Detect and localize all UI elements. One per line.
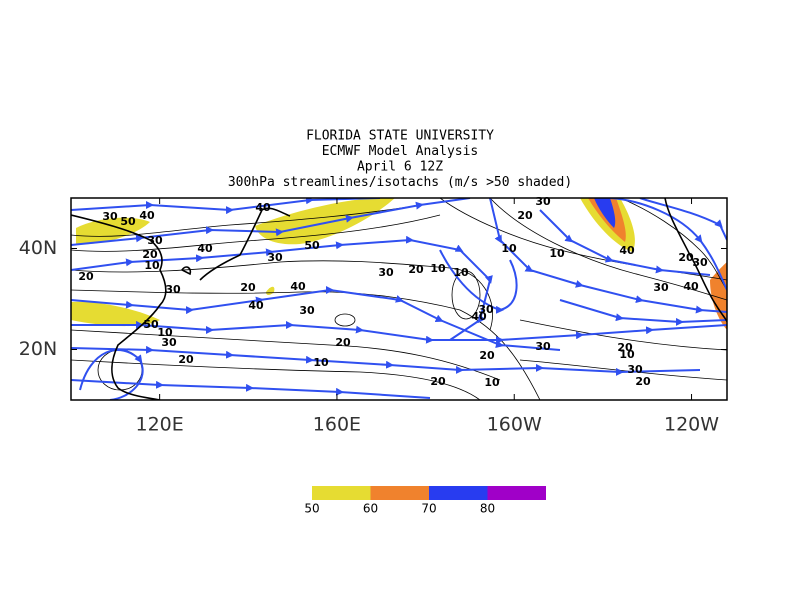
colorbar-swatch bbox=[429, 486, 488, 500]
x-tick-label: 160W bbox=[487, 414, 542, 436]
isotach-label: 20 bbox=[240, 281, 256, 294]
isotach-label: 30 bbox=[535, 340, 551, 353]
colorbar-swatch bbox=[487, 486, 546, 500]
isotach-label: 20 bbox=[408, 263, 424, 276]
isotach-label: 30 bbox=[692, 256, 708, 269]
title-line: ECMWF Model Analysis bbox=[322, 144, 479, 159]
isotach-label: 30 bbox=[378, 266, 394, 279]
isotach-label: 40 bbox=[197, 242, 213, 255]
isotach-label: 20 bbox=[178, 353, 194, 366]
isotach-label: 30 bbox=[165, 283, 181, 296]
colorbar-label: 50 bbox=[304, 502, 319, 516]
isotach-label: 30 bbox=[535, 195, 551, 208]
colorbar-label: 60 bbox=[363, 502, 378, 516]
isotach-label: 10 bbox=[619, 348, 635, 361]
isotach-label: 30 bbox=[102, 210, 118, 223]
isotach-label: 40 bbox=[248, 299, 264, 312]
isotach-label: 30 bbox=[161, 336, 177, 349]
isotach-label: 30 bbox=[267, 251, 283, 264]
isotach-label: 10 bbox=[157, 326, 173, 339]
y-tick-label: 40N bbox=[19, 237, 57, 259]
isotach-label: 10 bbox=[313, 356, 329, 369]
title-line: FLORIDA STATE UNIVERSITY bbox=[306, 129, 494, 144]
isotach-label: 30 bbox=[299, 304, 315, 317]
isotach-label: 20 bbox=[517, 209, 533, 222]
colorbar-swatch bbox=[370, 486, 429, 500]
isotach-label: 20 bbox=[78, 270, 94, 283]
isotach-label: 20 bbox=[335, 336, 351, 349]
isotach-label: 10 bbox=[549, 247, 565, 260]
isotach-label: 10 bbox=[501, 242, 517, 255]
y-tick-label: 20N bbox=[19, 338, 57, 360]
title-line: April 6 12Z bbox=[357, 160, 443, 175]
isotach-label: 40 bbox=[683, 280, 699, 293]
x-tick-label: 160E bbox=[313, 414, 361, 436]
isotach-label: 40 bbox=[471, 310, 487, 323]
isotach-label: 30 bbox=[627, 363, 643, 376]
isotach-label: 50 bbox=[143, 318, 159, 331]
isotach-label: 40 bbox=[290, 280, 306, 293]
isotach-label: 30 bbox=[653, 281, 669, 294]
isotach-label: 20 bbox=[678, 251, 694, 264]
colorbar-label: 70 bbox=[421, 502, 436, 516]
isotach-label: 50 bbox=[304, 239, 320, 252]
isotach-label: 40 bbox=[139, 209, 155, 222]
map-frame bbox=[70, 197, 728, 401]
isotach-label: 40 bbox=[255, 201, 271, 214]
isotach-label: 20 bbox=[430, 375, 446, 388]
colorbar-label: 80 bbox=[480, 502, 495, 516]
x-tick-label: 120E bbox=[136, 414, 184, 436]
isotach-label: 40 bbox=[619, 244, 635, 257]
streamlines bbox=[71, 198, 727, 400]
isotach-label: 30 bbox=[147, 234, 163, 247]
isotach-label: 50 bbox=[120, 215, 136, 228]
isotach-label: 10 bbox=[430, 262, 446, 275]
isotach-label: 20 bbox=[479, 349, 495, 362]
title-line: 300hPa streamlines/isotachs (m/s >50 sha… bbox=[228, 175, 572, 190]
isotach-label: 10 bbox=[453, 266, 469, 279]
isotach-label: 30 bbox=[478, 303, 494, 316]
isotach-label: 20 bbox=[142, 248, 158, 261]
coastlines bbox=[71, 198, 727, 400]
colorbar-swatch bbox=[312, 486, 371, 500]
isotach-label: 10 bbox=[144, 259, 160, 272]
isotach-label: 10 bbox=[484, 376, 500, 389]
x-tick-label: 120W bbox=[664, 414, 719, 436]
map-layer bbox=[71, 198, 727, 400]
isotach-label: 20 bbox=[635, 375, 651, 388]
isotach-label: 20 bbox=[617, 341, 633, 354]
